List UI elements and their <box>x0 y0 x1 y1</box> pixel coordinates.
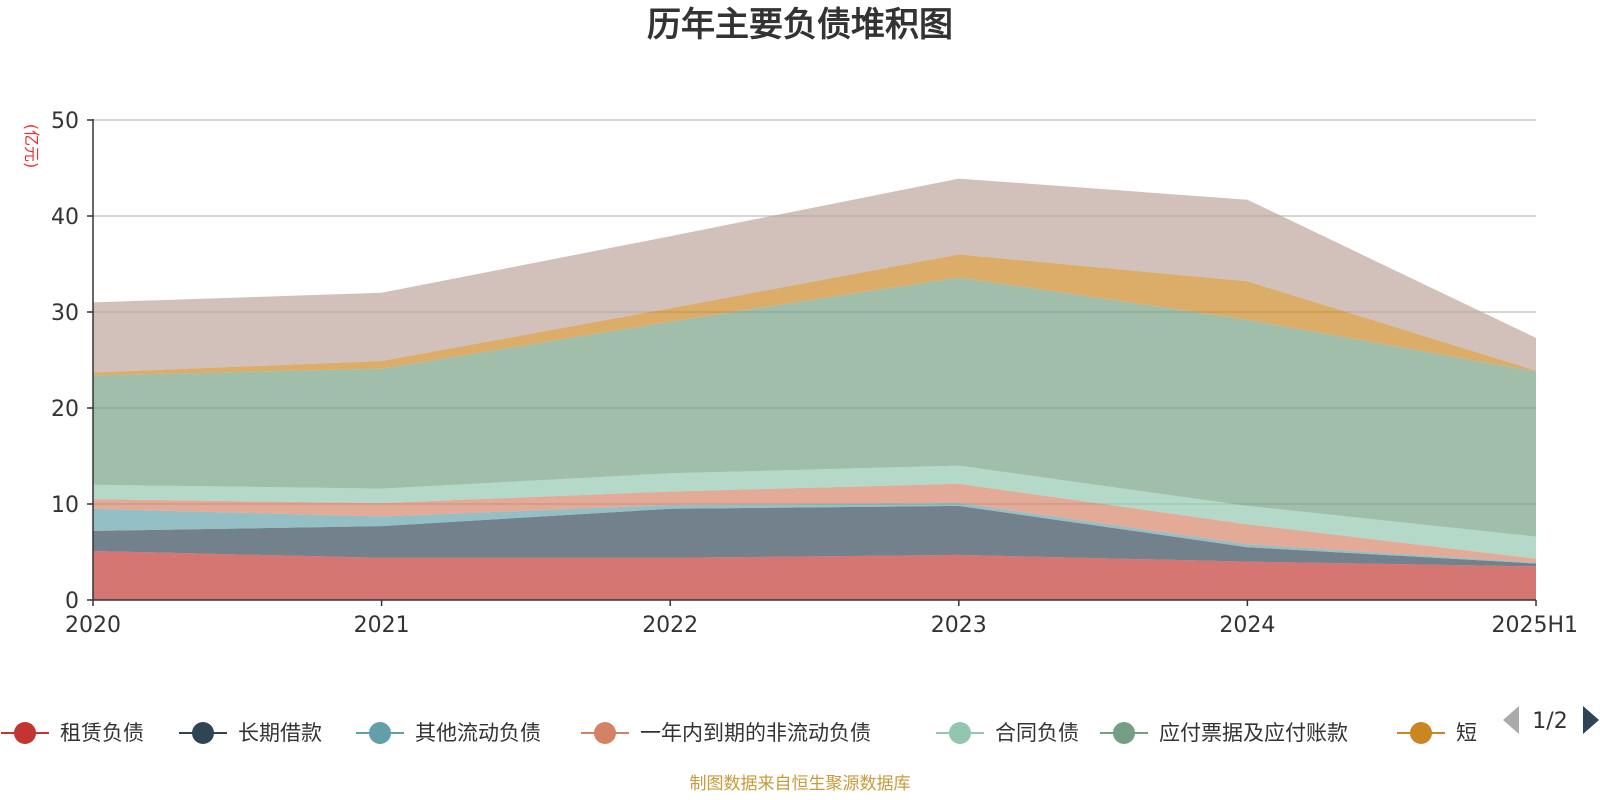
legend-label-4: 合同负债 <box>995 721 1079 745</box>
y-axis-unit: (亿元) <box>22 124 41 169</box>
legend-item-1[interactable]: 长期借款 <box>179 721 322 745</box>
axes: 0 10 20 30 40 50 2020 2021 2022 2023 2024 2025H1 <box>51 109 1578 638</box>
y-tick-label-1: 10 <box>51 493 79 518</box>
area-series-4 <box>93 465 1536 559</box>
area-series-1 <box>93 505 1536 567</box>
area-series-3 <box>93 483 1536 563</box>
legend-label-5: 应付票据及应付账款 <box>1159 721 1348 745</box>
legend-item-6[interactable]: 短 <box>1397 721 1477 745</box>
legend-item-3[interactable]: 一年内到期的非流动负债 <box>581 721 871 745</box>
chart-title: 历年主要负债堆积图 <box>647 5 953 45</box>
data-source-footer: 制图数据来自恒生聚源数据库 <box>690 774 911 794</box>
legend-marker-6 <box>1410 722 1432 744</box>
area-series-0 <box>93 551 1536 600</box>
y-tick-label-4: 40 <box>51 205 79 230</box>
legend-label-0: 租赁负债 <box>60 721 144 745</box>
x-tick-label-5: 2025H1 <box>1491 613 1578 638</box>
x-tick-label-2: 2022 <box>642 613 698 638</box>
legend-marker-3 <box>594 722 616 744</box>
area-series <box>93 178 1536 600</box>
y-tick-label-2: 20 <box>51 397 79 422</box>
legend-marker-2 <box>369 722 391 744</box>
legend-marker-1 <box>192 722 214 744</box>
legend-label-6: 短 <box>1456 721 1477 745</box>
legend-item-4[interactable]: 合同负债 <box>936 721 1079 745</box>
legend-label-1: 长期借款 <box>238 721 322 745</box>
y-tick-label-0: 0 <box>65 589 79 614</box>
y-tick-label-3: 30 <box>51 301 79 326</box>
area-series-6 <box>93 254 1536 376</box>
area-series-2 <box>93 503 1536 564</box>
x-tick-label-3: 2023 <box>931 613 987 638</box>
legend-marker-5 <box>1113 722 1135 744</box>
legend-label-3: 一年内到期的非流动负债 <box>640 721 871 745</box>
legend-marker-0 <box>14 722 36 744</box>
legend-next-page-icon[interactable] <box>1583 706 1599 734</box>
x-tick-label-0: 2020 <box>65 613 121 638</box>
x-tick-label-4: 2024 <box>1219 613 1275 638</box>
x-tick-label-1: 2021 <box>354 613 410 638</box>
legend-pager: 1/2 <box>1503 706 1599 734</box>
area-series-5 <box>93 277 1536 537</box>
legend-marker-4 <box>949 722 971 744</box>
legend-item-5[interactable]: 应付票据及应付账款 <box>1100 721 1348 745</box>
legend-item-2[interactable]: 其他流动负债 <box>356 721 541 745</box>
legend-label-2: 其他流动负债 <box>415 721 541 745</box>
area-series-7 <box>93 178 1536 373</box>
legend-prev-page-icon[interactable] <box>1503 706 1519 734</box>
y-tick-label-5: 50 <box>51 109 79 134</box>
legend-page-indicator: 1/2 <box>1532 709 1567 734</box>
legend: 租赁负债 长期借款 其他流动负债 一年内到期的非流动负债 合同负债 应付票据及应付账款 短 <box>1 721 1477 745</box>
legend-item-0[interactable]: 租赁负债 <box>1 721 144 745</box>
